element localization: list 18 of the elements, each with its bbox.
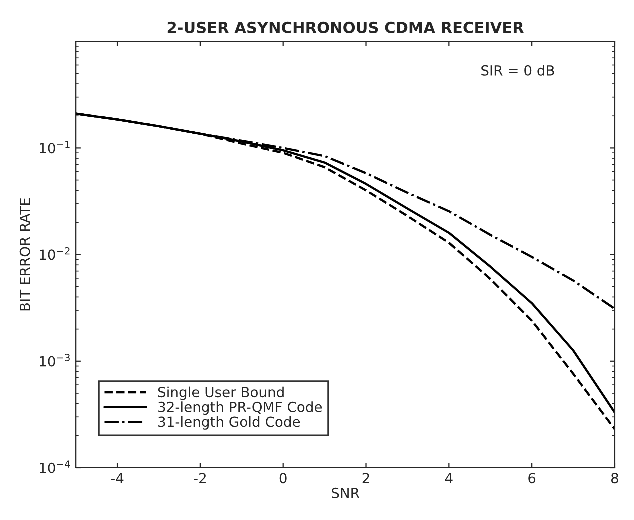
annotation: SIR = 0 dB <box>482 65 554 76</box>
x-axis-title: SNR <box>332 488 360 498</box>
x-tick-label: 4 <box>445 473 453 484</box>
legend-label: 32-length PR-QMF Code <box>158 402 322 416</box>
y-tick-label: 10$^{−1}$ <box>40 140 70 154</box>
x-tick-label: 6 <box>528 473 536 484</box>
x-tick-label: -4 <box>111 473 124 484</box>
x-tick-label: 2 <box>362 473 370 484</box>
x-tick-label: 8 <box>612 473 618 484</box>
x-tick-label: 0 <box>280 473 287 484</box>
y-axis-title: BIT ERROR RATE <box>20 198 30 311</box>
legend-label: Single User Bound <box>158 386 284 400</box>
y-tick-label: 10$^{−4}$ <box>40 460 70 474</box>
y-tick-label: 10$^{−2}$ <box>40 247 70 260</box>
x-tick-label: -2 <box>194 473 206 484</box>
chart-title: 2-USER ASYNCHRONOUS CDMA RECEIVER <box>168 22 524 34</box>
legend-label: 31-length Gold Code <box>158 416 300 430</box>
y-tick-label: 10$^{−3}$ <box>40 354 70 367</box>
